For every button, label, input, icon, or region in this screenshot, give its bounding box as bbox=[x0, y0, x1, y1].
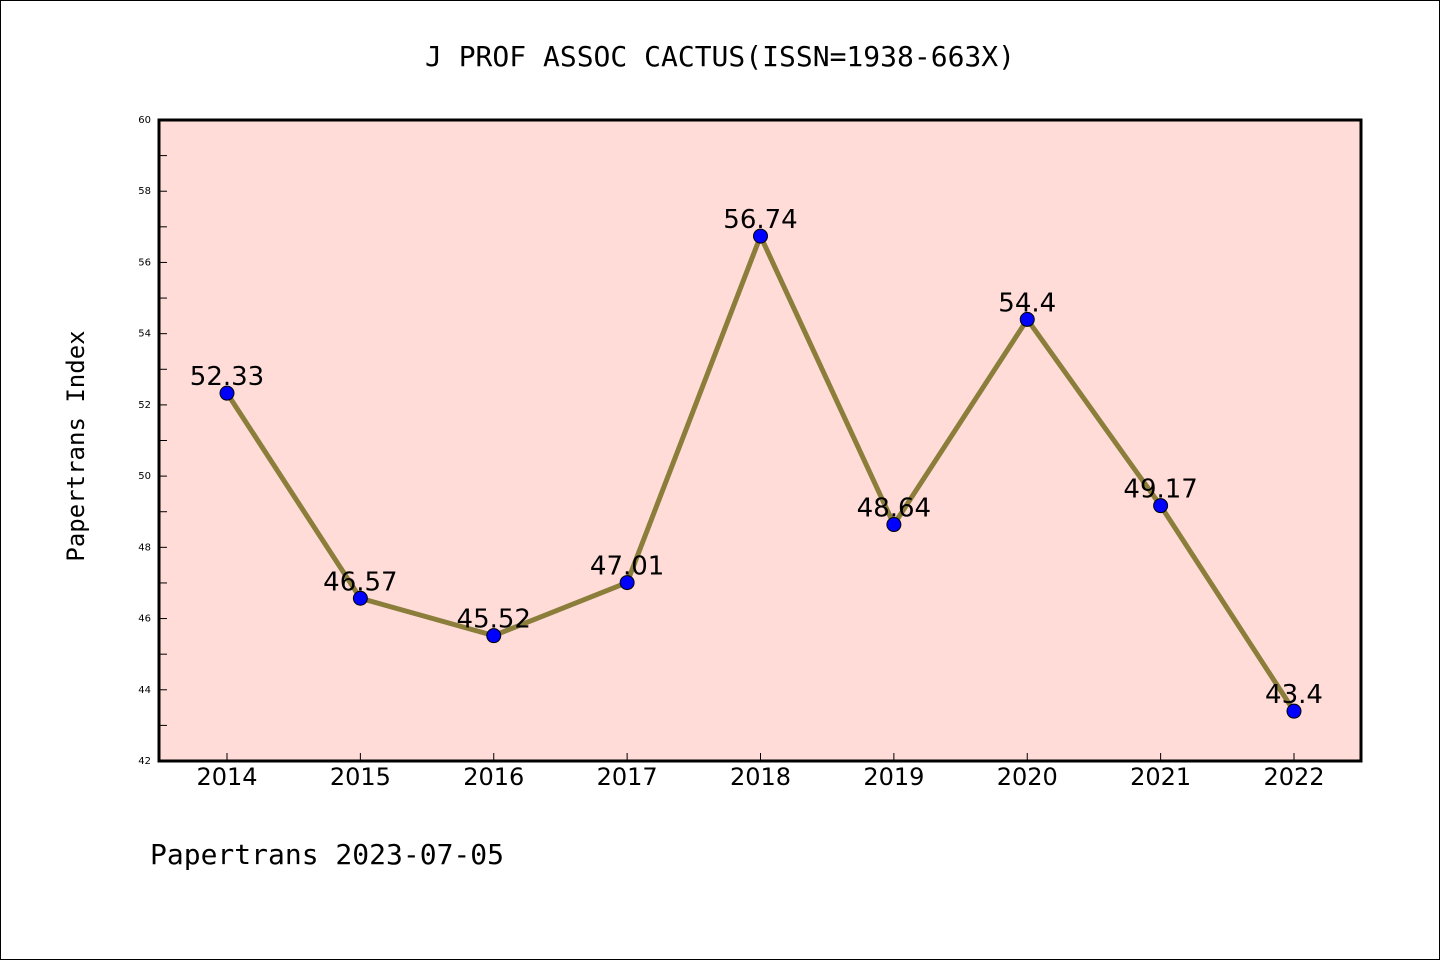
data-point bbox=[1286, 703, 1302, 719]
y-tick-label: 42 bbox=[138, 756, 151, 767]
data-label: 54.4 bbox=[998, 288, 1056, 318]
y-axis-label: Papertrans Index bbox=[62, 330, 90, 561]
footer-text: Papertrans 2023-07-05 bbox=[150, 838, 504, 871]
data-label: 49.17 bbox=[1123, 475, 1197, 505]
data-point bbox=[1153, 498, 1169, 514]
data-label: 47.01 bbox=[590, 552, 664, 582]
y-tick-label: 54 bbox=[138, 329, 151, 340]
x-tick-label: 2022 bbox=[1263, 763, 1324, 791]
x-tick-label: 2016 bbox=[463, 763, 524, 791]
x-tick-label: 2014 bbox=[196, 763, 257, 791]
data-labels: 52.33 46.57 45.52 47.01 56.74 48.64 54.4 49.17 4… bbox=[190, 205, 1323, 710]
y-tick-label: 60 bbox=[138, 115, 151, 126]
y-tick-label: 50 bbox=[138, 471, 151, 482]
data-label: 43.4 bbox=[1265, 680, 1323, 710]
x-axis-ticks: 2014 2015 2016 2017 2018 2019 2020 2021 2022 bbox=[196, 753, 1325, 791]
data-label: 45.52 bbox=[457, 605, 531, 635]
x-tick-label: 2017 bbox=[597, 763, 658, 791]
data-point bbox=[219, 385, 235, 401]
data-point bbox=[352, 590, 368, 606]
data-label: 48.64 bbox=[857, 494, 931, 524]
data-point bbox=[619, 575, 635, 591]
x-tick-label: 2015 bbox=[330, 763, 391, 791]
data-point bbox=[1019, 311, 1035, 327]
x-tick-label: 2018 bbox=[730, 763, 791, 791]
y-tick-label: 52 bbox=[138, 400, 151, 411]
y-tick-label: 58 bbox=[138, 186, 151, 197]
data-label: 46.57 bbox=[323, 567, 397, 597]
x-tick-label: 2020 bbox=[997, 763, 1058, 791]
plot-area bbox=[157, 118, 1363, 763]
data-point bbox=[886, 517, 902, 533]
y-tick-label: 44 bbox=[138, 685, 151, 696]
x-tick-label: 2019 bbox=[863, 763, 924, 791]
y-tick-label: 46 bbox=[138, 614, 151, 625]
data-label: 52.33 bbox=[190, 362, 264, 392]
data-label: 56.74 bbox=[723, 205, 797, 235]
chart-title: J PROF ASSOC CACTUS(ISSN=1938-663X) bbox=[425, 40, 1015, 73]
data-point bbox=[486, 628, 502, 644]
data-markers bbox=[219, 228, 1302, 719]
x-tick-label: 2021 bbox=[1130, 763, 1191, 791]
y-axis-ticks: 42 44 46 48 50 52 54 56 58 60 bbox=[138, 115, 167, 767]
y-tick-label: 48 bbox=[138, 542, 151, 553]
data-point bbox=[753, 228, 768, 244]
y-tick-label: 56 bbox=[138, 257, 151, 268]
